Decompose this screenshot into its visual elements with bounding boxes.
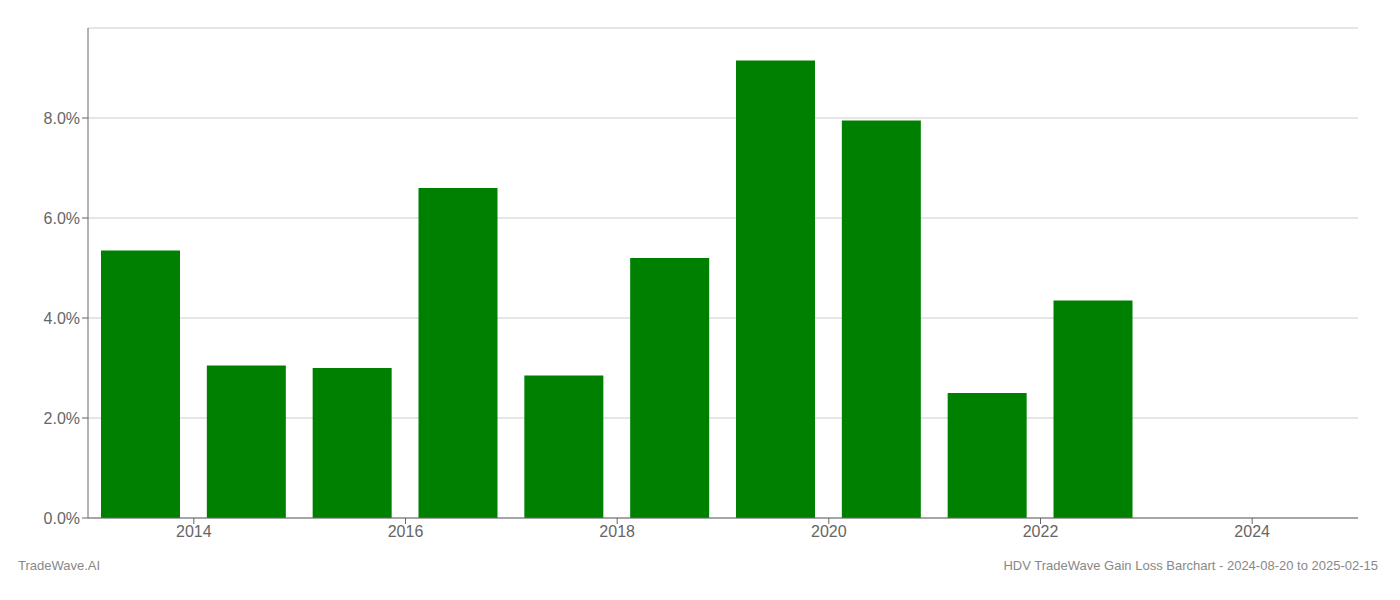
svg-text:2020: 2020 [811, 523, 847, 540]
svg-text:8.0%: 8.0% [44, 110, 80, 127]
svg-text:2024: 2024 [1234, 523, 1270, 540]
svg-text:2018: 2018 [599, 523, 635, 540]
svg-text:2016: 2016 [388, 523, 424, 540]
svg-text:2014: 2014 [176, 523, 212, 540]
svg-text:0.0%: 0.0% [44, 510, 80, 527]
svg-text:4.0%: 4.0% [44, 310, 80, 327]
svg-text:2022: 2022 [1023, 523, 1059, 540]
html-text:TradeWave.AI: TradeWave.AI [18, 558, 101, 573]
svg-text:2.0%: 2.0% [44, 410, 80, 427]
html-text:HDV TradeWave Gain Loss Barcha: HDV TradeWave Gain Loss Barchart - 2024-… [1003, 558, 1378, 573]
svg-text:6.0%: 6.0% [44, 210, 80, 227]
